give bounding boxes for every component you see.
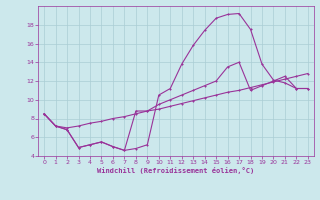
X-axis label: Windchill (Refroidissement éolien,°C): Windchill (Refroidissement éolien,°C) <box>97 167 255 174</box>
